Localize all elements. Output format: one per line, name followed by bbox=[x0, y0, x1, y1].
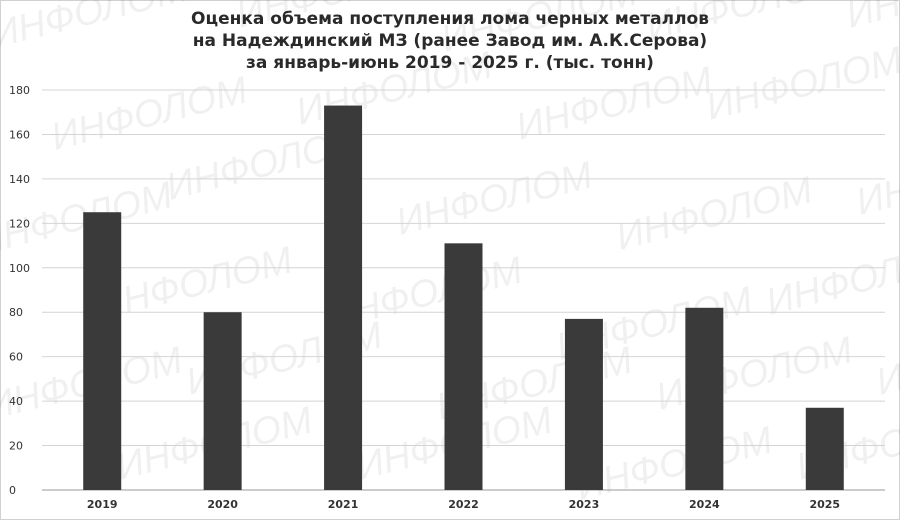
bar-2023 bbox=[564, 318, 603, 490]
y-tick-label: 100 bbox=[9, 262, 30, 275]
y-tick-label: 0 bbox=[9, 484, 16, 497]
y-tick-label: 120 bbox=[9, 217, 30, 230]
watermark-text: ИНФОЛОМ bbox=[47, 69, 252, 158]
y-tick-label: 60 bbox=[9, 351, 23, 364]
y-tick-label: 40 bbox=[9, 395, 23, 408]
watermark-text: ИНФОЛОМ bbox=[612, 169, 817, 258]
y-tick-label: 160 bbox=[9, 128, 30, 141]
x-tick-label: 2019 bbox=[87, 498, 118, 511]
x-tick-label: 2023 bbox=[569, 498, 600, 511]
bar-2019 bbox=[83, 212, 122, 490]
watermark-text: ИНФОЛОМ bbox=[232, 0, 437, 37]
y-axis: 0 20 40 60 80 100 120 140 160 180 bbox=[9, 84, 30, 497]
bars bbox=[83, 105, 844, 491]
chart-title-line-3: за январь-июнь 2019 - 2025 г. (тыс. тонн… bbox=[246, 53, 654, 73]
y-tick-label: 180 bbox=[9, 84, 30, 97]
x-tick-label: 2022 bbox=[448, 498, 479, 511]
bar-2022 bbox=[444, 243, 483, 490]
watermark-text: ИНФОЛОМ bbox=[652, 329, 857, 418]
y-tick-label: 80 bbox=[9, 306, 23, 319]
chart-title: Оценка объема поступления лома черных ме… bbox=[0, 8, 900, 74]
watermark-text: ИНФОЛОМ bbox=[842, 0, 900, 37]
bar-2021 bbox=[324, 105, 363, 491]
y-tick-label: 20 bbox=[9, 440, 23, 453]
watermark-text: ИНФОЛОМ bbox=[292, 44, 497, 133]
watermark-text: ИНФОЛОМ bbox=[872, 314, 900, 403]
bar-2024 bbox=[685, 307, 724, 490]
watermark-text: ИНФОЛОМ bbox=[702, 39, 900, 128]
x-tick-label: 2024 bbox=[689, 498, 720, 511]
x-axis: 2019 2020 2021 2022 2023 2024 2025 bbox=[87, 498, 840, 511]
chart-title-line-1: Оценка объема поступления лома черных ме… bbox=[191, 9, 709, 29]
x-tick-label: 2025 bbox=[809, 498, 840, 511]
bar-2025 bbox=[805, 407, 844, 490]
watermark-text: ИНФОЛОМ bbox=[512, 59, 717, 148]
y-tick-label: 140 bbox=[9, 173, 30, 186]
watermark-text: ИНФОЛОМ bbox=[392, 154, 597, 243]
bar-2020 bbox=[203, 312, 242, 490]
watermark-text: ИНФОЛОМ bbox=[92, 239, 297, 328]
watermark-text: ИНФОЛОМ bbox=[0, 0, 192, 57]
x-tick-label: 2020 bbox=[207, 498, 238, 511]
chart-title-line-2: на Надеждинский МЗ (ранее Завод им. А.К.… bbox=[192, 31, 708, 51]
watermark-text: ИНФОЛОМ bbox=[762, 234, 900, 323]
watermark-text: ИНФОЛОМ bbox=[642, 0, 847, 49]
x-tick-label: 2021 bbox=[328, 498, 359, 511]
